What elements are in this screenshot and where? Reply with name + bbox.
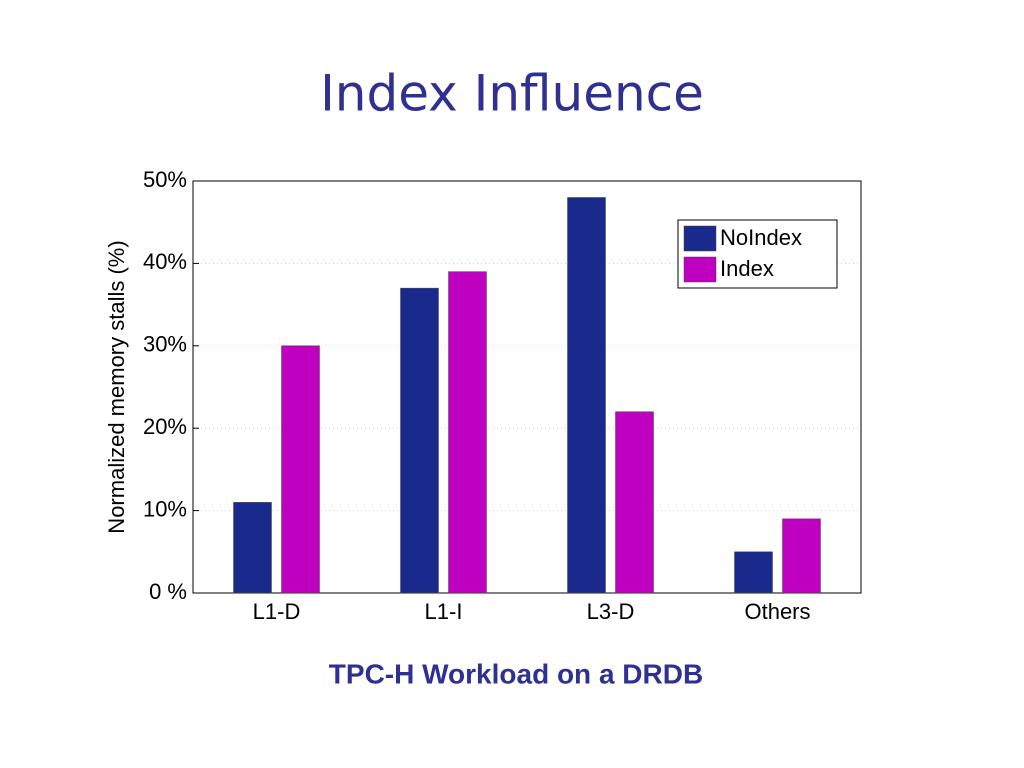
bar [400,287,439,594]
y-tick-label: 40% [143,249,187,274]
bar [615,411,654,594]
bar [233,502,272,594]
bar [782,518,821,594]
y-axis-label: Normalized memory stalls (%) [104,240,129,533]
legend-label: NoIndex [720,225,802,250]
legend-label: Index [720,256,774,281]
x-tick-label: L1-D [253,599,301,624]
x-tick-label: L3-D [587,599,635,624]
legend-swatch [683,225,717,252]
bar [281,345,320,594]
slide-title: Index Influence [320,65,704,123]
y-tick-label: 20% [143,414,187,439]
y-tick-label: 10% [143,496,187,521]
bar [734,551,773,594]
bar [567,197,606,594]
y-tick-label: 50% [143,167,187,192]
bar [448,271,487,594]
plot-frame [192,180,862,594]
chart-caption: TPC-H Workload on a DRDB [329,658,703,689]
y-tick-label: 30% [143,332,187,357]
y-tick-label: 0 % [149,579,187,604]
legend-swatch [683,256,717,283]
x-tick-label: L1-I [425,599,463,624]
x-tick-label: Others [744,599,810,624]
